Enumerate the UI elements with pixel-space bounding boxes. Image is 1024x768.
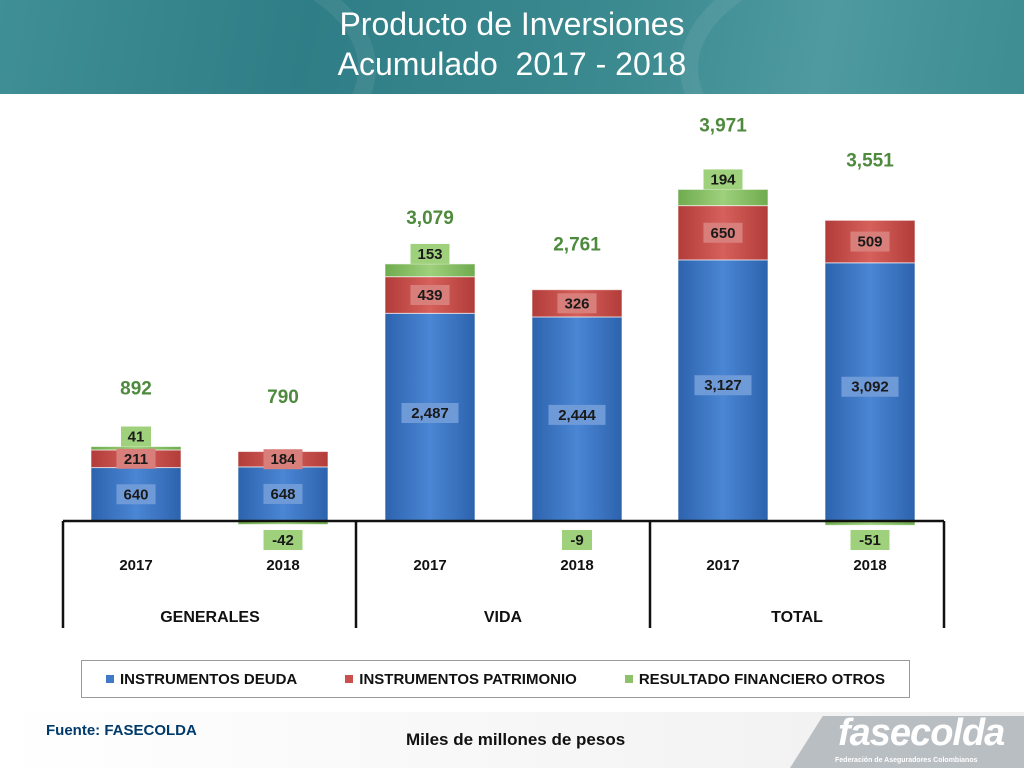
value-label-patrimonio: 211 — [124, 451, 148, 468]
logo-background — [790, 716, 1024, 768]
legend-item-patrimonio: INSTRUMENTOS PATRIMONIO — [345, 671, 577, 688]
value-label-patrimonio: 650 — [710, 225, 735, 242]
value-label-deuda-bg — [548, 404, 606, 425]
fasecolda-logo: fasecolda — [838, 712, 1005, 754]
bar-segment-resultado — [384, 263, 476, 278]
value-label-deuda-bg — [694, 375, 752, 396]
total-label: 3,079 — [406, 208, 454, 229]
value-label-patrimonio-bg — [263, 449, 303, 470]
value-label-deuda-bg — [401, 403, 459, 424]
value-label-deuda-bg — [841, 376, 899, 397]
year-tick-label: 2018 — [853, 557, 886, 574]
group-label-generales: GENERALES — [160, 609, 260, 626]
value-label-deuda-bg — [263, 483, 303, 504]
year-tick-label: 2018 — [560, 557, 593, 574]
value-label-patrimonio-bg — [850, 231, 890, 252]
legend-item-deuda: INSTRUMENTOS DEUDA — [106, 671, 297, 688]
value-label-deuda: 2,444 — [558, 407, 596, 424]
year-tick-label: 2018 — [266, 557, 299, 574]
total-label: 2,761 — [553, 234, 601, 255]
stacked-bar-chart: 640 211 41 892 2017 648 184 -42 790 2018 2,487 439 1… — [61, 115, 946, 628]
units-note: Miles de millones de pesos — [406, 730, 626, 749]
value-label-patrimonio-bg — [703, 222, 743, 243]
group-label-vida: VIDA — [484, 609, 523, 626]
value-label-patrimonio: 326 — [564, 295, 589, 312]
legend-label: INSTRUMENTOS DEUDA — [120, 670, 298, 688]
chart-legend: INSTRUMENTOS DEUDA INSTRUMENTOS PATRIMON… — [81, 660, 910, 698]
value-label-patrimonio: 439 — [417, 287, 442, 304]
value-label-resultado: -51 — [859, 532, 881, 549]
total-label: 3,971 — [699, 115, 747, 136]
title-line-1: Producto de Inversiones — [339, 6, 685, 42]
title-line-2: Acumulado 2017 - 2018 — [337, 46, 687, 82]
value-label-resultado: -9 — [570, 532, 583, 549]
value-label-resultado-bg — [410, 243, 450, 264]
value-label-patrimonio-bg — [557, 293, 597, 314]
value-label-deuda: 3,092 — [851, 379, 889, 396]
source-note: Fuente: FASECOLDA — [46, 722, 197, 739]
header-banner: Producto de Inversiones Acumulado 2017 -… — [0, 0, 1024, 94]
value-label-deuda: 640 — [123, 486, 148, 503]
legend-label: INSTRUMENTOS PATRIMONIO — [359, 670, 577, 688]
total-label: 892 — [120, 379, 152, 400]
value-label-resultado-bg — [703, 169, 743, 190]
total-label: 790 — [267, 387, 299, 408]
value-label-deuda: 2,487 — [411, 405, 449, 422]
value-label-resultado: 41 — [128, 429, 145, 446]
logo-tagline: Federación de Aseguradores Colombianos — [835, 757, 978, 764]
value-label-resultado-bg — [263, 530, 303, 550]
value-label-resultado: 194 — [710, 171, 736, 188]
legend-item-resultado: RESULTADO FINANCIERO OTROS — [624, 670, 885, 688]
value-label-resultado-bg — [121, 426, 151, 447]
group-label-total: TOTAL — [771, 609, 823, 626]
page-title: Producto de Inversiones Acumulado 2017 -… — [0, 4, 1024, 84]
legend-label: RESULTADO FINANCIERO OTROS — [638, 670, 885, 688]
legend-swatch — [624, 675, 633, 683]
bar-segment-resultado — [677, 188, 769, 207]
total-label: 3,551 — [846, 150, 894, 171]
value-label-deuda: 648 — [270, 486, 295, 503]
year-tick-label: 2017 — [706, 557, 739, 574]
value-label-patrimonio-bg — [410, 285, 450, 306]
legend-swatch — [345, 675, 354, 683]
value-label-resultado: -42 — [272, 532, 294, 549]
value-label-resultado-bg — [850, 530, 890, 550]
value-label-resultado: 153 — [417, 246, 442, 263]
value-label-patrimonio: 184 — [270, 451, 296, 468]
year-tick-label: 2017 — [119, 557, 152, 574]
value-label-deuda: 3,127 — [704, 377, 742, 394]
value-label-deuda-bg — [116, 484, 156, 505]
year-tick-label: 2017 — [413, 557, 446, 574]
legend-swatch — [106, 675, 115, 683]
value-label-patrimonio: 509 — [857, 234, 882, 251]
value-label-resultado-bg — [562, 530, 592, 550]
value-label-patrimonio-bg — [116, 448, 156, 469]
